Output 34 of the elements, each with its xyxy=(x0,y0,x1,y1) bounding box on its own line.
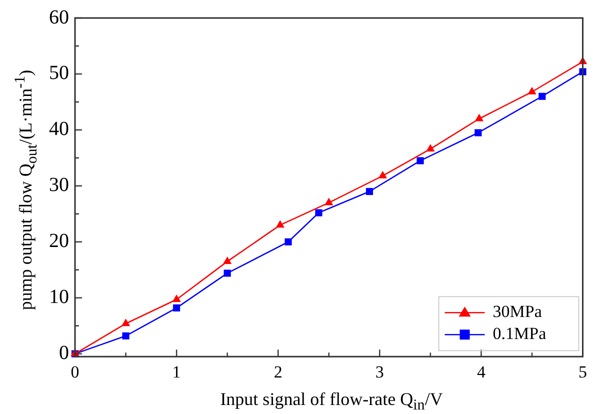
point xyxy=(579,68,586,76)
y-tick-label: 20 xyxy=(49,230,69,252)
point xyxy=(315,209,322,216)
y-tick-label: 30 xyxy=(49,174,69,196)
y-tick-label: 0 xyxy=(59,342,69,364)
point xyxy=(474,129,482,136)
x-tick-label: 4 xyxy=(476,362,486,382)
y-tick-label: 10 xyxy=(49,286,69,308)
x-tick-label: 5 xyxy=(578,362,587,382)
y-tick-label: 50 xyxy=(49,62,69,84)
point xyxy=(121,318,130,326)
y-tick-label: 40 xyxy=(49,118,69,140)
point xyxy=(366,188,374,196)
x-tick-label: 2 xyxy=(274,362,282,382)
point xyxy=(173,304,180,312)
point xyxy=(416,157,424,164)
point xyxy=(528,86,536,94)
y-tick-label: 60 xyxy=(49,6,69,28)
point xyxy=(474,114,484,122)
legend-label: 30MPa xyxy=(492,302,542,322)
point xyxy=(172,294,181,302)
point xyxy=(284,238,292,246)
legend-label: 0.1MPa xyxy=(492,324,547,344)
x-tick-label: 3 xyxy=(375,362,384,382)
x-tick-label: 1 xyxy=(172,362,181,382)
point xyxy=(224,270,231,277)
point xyxy=(324,198,334,206)
point xyxy=(122,332,130,340)
point xyxy=(538,92,546,100)
point xyxy=(426,144,435,152)
point xyxy=(378,170,388,178)
x-axis-title: Input signal of flow-rate Q$_{in}$/V xyxy=(219,389,444,414)
point xyxy=(222,256,232,264)
point xyxy=(276,220,284,228)
